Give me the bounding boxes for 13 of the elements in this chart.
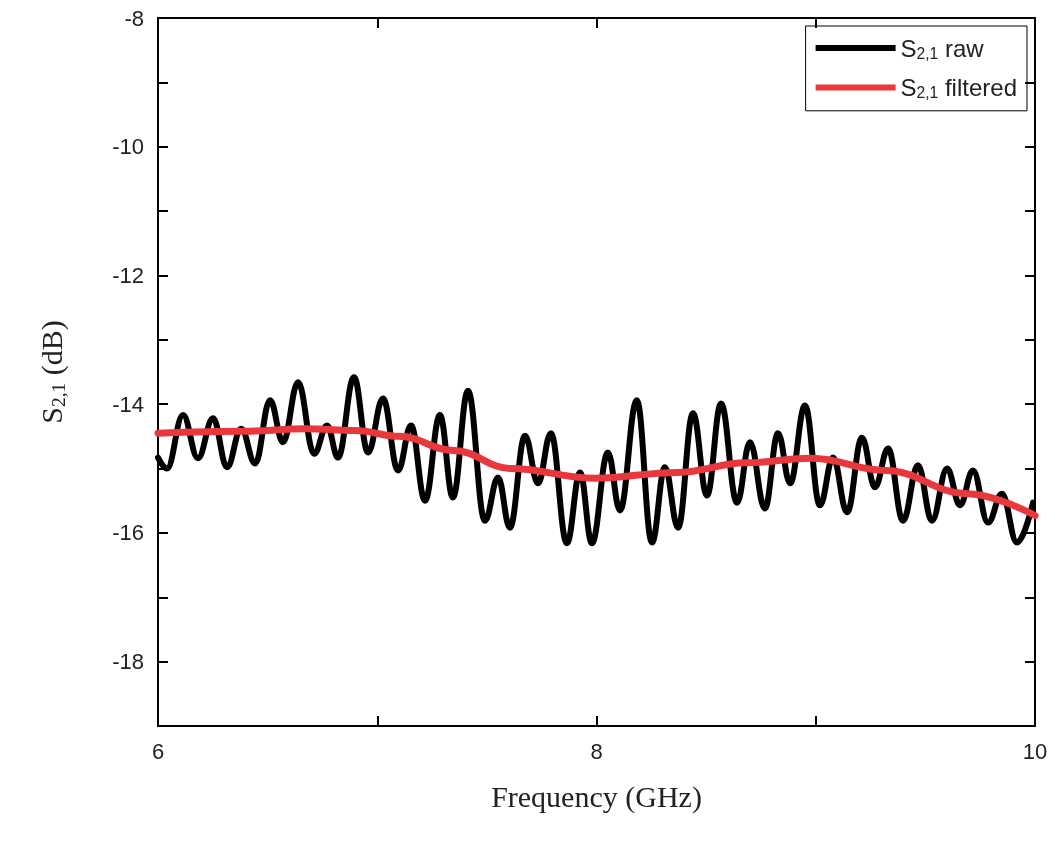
- y-tick-label: -12: [112, 262, 144, 288]
- x-axis-title: Frequency (GHz): [491, 779, 702, 814]
- y-tick-label: -14: [112, 391, 144, 417]
- y-tick-label: -18: [112, 649, 144, 675]
- legend-label: S2,1 filtered: [900, 73, 1017, 102]
- legend-label: S2,1 raw: [900, 34, 985, 62]
- y-tick-label: -10: [112, 134, 144, 160]
- x-tick-label: 6: [151, 738, 165, 764]
- y-tick-label: -16: [112, 520, 144, 546]
- x-tick-label: 10: [1022, 738, 1048, 764]
- x-tick-label: 8: [590, 738, 603, 764]
- y-tick-label: -8: [124, 5, 144, 31]
- y-axis-title: S2,1 (dB): [34, 320, 69, 424]
